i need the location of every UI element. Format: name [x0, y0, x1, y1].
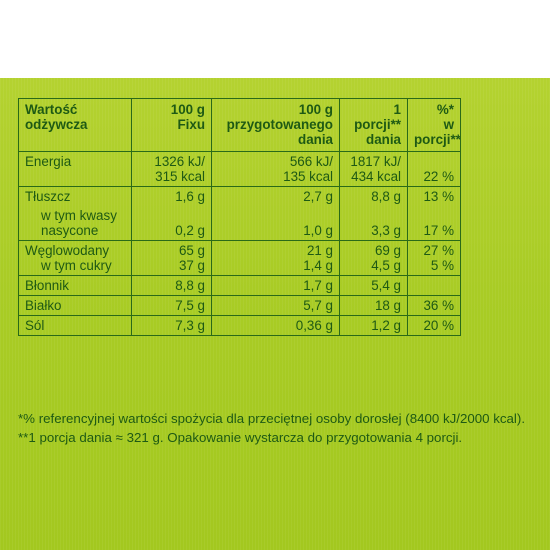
cell-portion: 8,8 g 3,3 g — [339, 186, 408, 241]
cell-portion: 69 g 4,5 g — [339, 240, 408, 276]
cell-fix: 7,3 g — [131, 315, 212, 336]
header-nutrient: Wartość odżywcza — [18, 98, 132, 152]
row-label: Tłuszcz w tym kwasy nasycone — [18, 186, 132, 241]
cell-portion: 18 g — [339, 295, 408, 316]
cell-ri: 27 % 5 % — [407, 240, 461, 276]
cell-ri: 20 % — [407, 315, 461, 336]
cell-prepared: 2,7 g 1,0 g — [211, 186, 340, 241]
cell-ri: 22 % — [407, 151, 461, 187]
sub-row-label: w tym cukry — [41, 258, 112, 273]
header-per-portion: 1 porcji** dania — [339, 98, 408, 152]
sub-row-label: w tym kwasy nasycone — [41, 208, 117, 238]
row-label: Białko — [18, 295, 132, 316]
cell-fix: 1326 kJ/ 315 kcal — [131, 151, 212, 187]
cell-ri: 13 % 17 % — [407, 186, 461, 241]
row-label: Energia — [18, 151, 132, 187]
nutrition-panel: Wartość odżywcza 100 g Fixu 100 g przygo… — [0, 78, 550, 550]
row-label: Węglowodany w tym cukry — [18, 240, 132, 276]
cell-portion: 5,4 g — [339, 275, 408, 296]
footnotes: *% referencyjnej wartości spożycia dla p… — [18, 409, 543, 447]
cell-ri: 36 % — [407, 295, 461, 316]
cell-ri — [407, 275, 461, 296]
header-percent-ri: %* w porcji** — [407, 98, 461, 152]
footnote-portion: **1 porcja dania ≈ 321 g. Opakowanie wys… — [18, 430, 463, 445]
cell-prepared: 1,7 g — [211, 275, 340, 296]
cell-prepared: 21 g 1,4 g — [211, 240, 340, 276]
cell-prepared: 5,7 g — [211, 295, 340, 316]
cell-portion: 1817 kJ/ 434 kcal — [339, 151, 408, 187]
cell-fix: 8,8 g — [131, 275, 212, 296]
cell-fix: 1,6 g 0,2 g — [131, 186, 212, 241]
footnote-ri: *% referencyjnej wartości spożycia dla p… — [18, 411, 526, 426]
cell-prepared: 0,36 g — [211, 315, 340, 336]
cell-fix: 7,5 g — [131, 295, 212, 316]
table-row-protein: Białko 7,5 g 5,7 g 18 g 36 % — [18, 295, 461, 316]
header-per-100g-fix: 100 g Fixu — [131, 98, 212, 152]
table-row-fat: Tłuszcz w tym kwasy nasycone 1,6 g 0,2 g… — [18, 186, 461, 241]
cell-prepared: 566 kJ/ 135 kcal — [211, 151, 340, 187]
cell-fix: 65 g 37 g — [131, 240, 212, 276]
nutrition-table: Wartość odżywcza 100 g Fixu 100 g przygo… — [18, 98, 461, 336]
row-label: Sól — [18, 315, 132, 336]
table-row-carbohydrates: Węglowodany w tym cukry 65 g 37 g 21 g 1… — [18, 240, 461, 276]
table-row-salt: Sól 7,3 g 0,36 g 1,2 g 20 % — [18, 315, 461, 336]
cell-portion: 1,2 g — [339, 315, 408, 336]
table-row-energy: Energia 1326 kJ/ 315 kcal 566 kJ/ 135 kc… — [18, 151, 461, 187]
table-row-fibre: Błonnik 8,8 g 1,7 g 5,4 g — [18, 275, 461, 296]
table-header-row: Wartość odżywcza 100 g Fixu 100 g przygo… — [18, 98, 461, 152]
header-per-100g-prepared: 100 g przygotowanego dania — [211, 98, 340, 152]
row-label: Błonnik — [18, 275, 132, 296]
